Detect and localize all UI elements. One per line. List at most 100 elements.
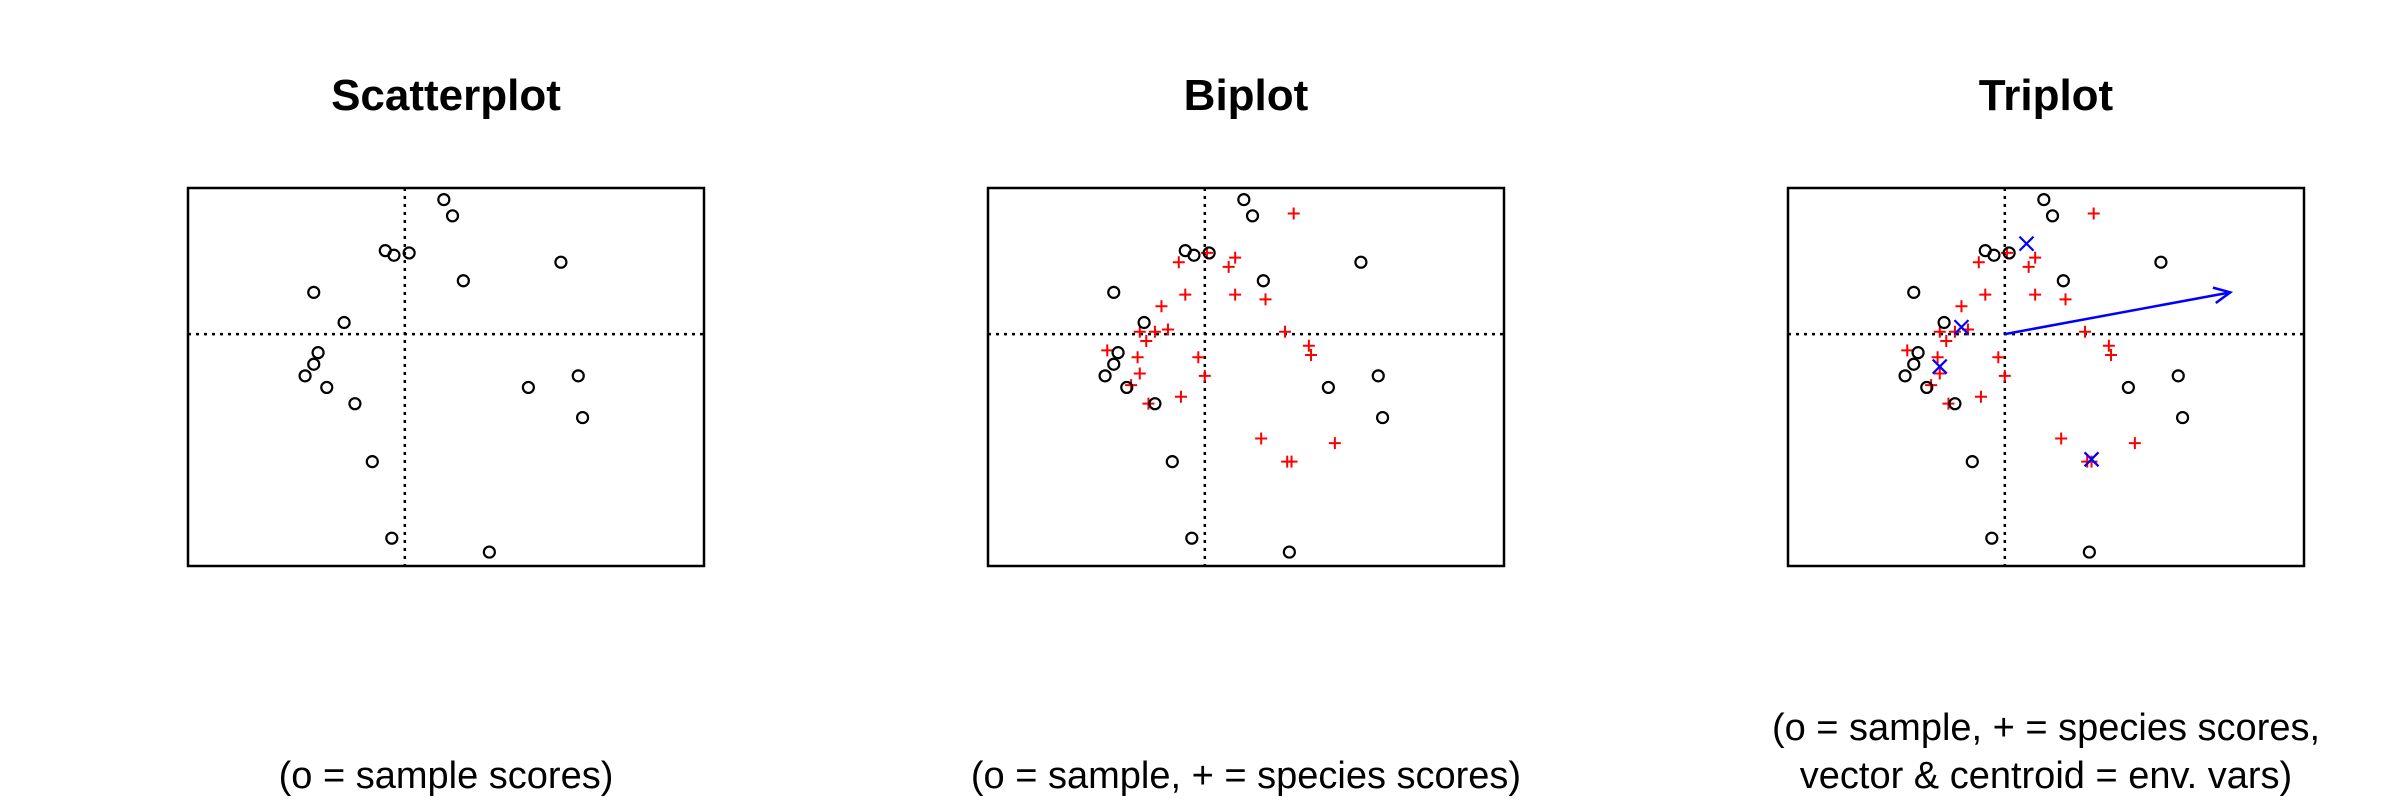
species-score-point — [2079, 325, 2092, 338]
sample-score-point — [365, 455, 379, 469]
sample-score-point — [2082, 545, 2096, 559]
sample-score-point — [1907, 357, 1921, 371]
sample-score-point — [1987, 248, 2001, 262]
panel-2-plot — [986, 186, 1506, 568]
plot-frame — [186, 186, 706, 568]
sample-score-point — [1187, 248, 1201, 262]
species-score-point — [1192, 351, 1205, 364]
species-score-point — [1933, 367, 1946, 380]
sample-score-point — [1148, 397, 1162, 411]
panel-3-caption-line-1: (o = sample, + = species scores, — [1772, 707, 2320, 749]
species-score-point — [2055, 432, 2068, 445]
species-score-point — [1955, 300, 1968, 313]
species-score-point — [1974, 390, 1987, 403]
sample-score-point — [1245, 209, 1260, 223]
species-score-point — [2022, 260, 2035, 273]
species-score-point — [1255, 432, 1268, 445]
sample-score-point — [1920, 380, 1934, 395]
sample-score-point — [320, 380, 334, 395]
sample-score-point — [311, 346, 325, 360]
species-score-point — [1161, 323, 1174, 336]
species-score-point — [1133, 367, 1146, 380]
panel-2-caption-line-1: (o = sample, + = species scores) — [971, 755, 1521, 797]
species-score-point — [1998, 369, 2011, 382]
sample-score-point — [307, 357, 321, 371]
sample-score-point — [1137, 315, 1151, 330]
panel-1-plot — [186, 186, 706, 568]
species-score-point — [2087, 207, 2100, 220]
sample-score-point — [1937, 315, 1951, 330]
sample-score-point — [1165, 455, 1179, 469]
species-score-point — [1279, 325, 1292, 338]
sample-score-point — [1120, 380, 1134, 395]
env-centroid-point — [2018, 235, 2035, 252]
species-score-point — [1101, 344, 1114, 357]
sample-score-point — [2175, 410, 2190, 425]
sample-score-point — [437, 192, 451, 207]
sample-score-point — [1911, 346, 1925, 360]
sample-score-point — [575, 410, 590, 425]
sample-score-point — [1185, 531, 1199, 545]
panel-1-caption-line-1: (o = sample scores) — [279, 755, 614, 797]
plot-frame — [986, 186, 1506, 568]
sample-score-point — [337, 315, 351, 330]
species-score-point — [2102, 339, 2115, 352]
sample-score-point — [387, 248, 401, 262]
species-score-point — [1133, 325, 1146, 338]
panel-3-plot — [1786, 186, 2306, 568]
species-score-point — [1174, 390, 1187, 403]
species-score-point — [1155, 300, 1168, 313]
sample-score-point — [1354, 255, 1368, 269]
species-score-point — [1931, 351, 1944, 364]
sample-score-point — [298, 369, 312, 383]
species-score-point — [1131, 351, 1144, 364]
env-centroid-point — [2083, 451, 2100, 468]
plot-frame — [1786, 186, 2306, 568]
sample-score-point — [1107, 357, 1121, 371]
sample-score-point — [1107, 285, 1121, 299]
sample-score-point — [348, 397, 362, 411]
species-score-point — [1259, 293, 1272, 306]
species-score-point — [1972, 256, 1985, 269]
species-score-point — [2128, 437, 2141, 450]
sample-score-point — [554, 255, 568, 269]
panel-3-title: Triplot — [1979, 71, 2114, 120]
species-score-point — [1305, 348, 1318, 361]
species-score-point — [1198, 369, 1211, 382]
env-centroid-point — [1953, 319, 1970, 335]
sample-score-point — [2171, 369, 2185, 383]
sample-score-point — [2121, 380, 2135, 395]
species-score-point — [1285, 455, 1298, 468]
sample-score-point — [1371, 369, 1385, 383]
species-score-point — [2029, 288, 2042, 301]
species-score-point — [1901, 344, 1914, 357]
sample-score-point — [1111, 346, 1125, 360]
sample-score-point — [1948, 397, 1962, 411]
species-score-point — [1287, 207, 1300, 220]
species-score-point — [2059, 293, 2072, 306]
sample-score-point — [1321, 380, 1335, 395]
species-score-point — [2105, 348, 2118, 361]
panel-3-caption-line-2: vector & centroid = env. vars) — [1800, 755, 2292, 797]
sample-score-point — [1985, 531, 1999, 545]
sample-score-point — [2154, 255, 2168, 269]
species-score-point — [1172, 256, 1185, 269]
species-score-point — [2085, 455, 2098, 468]
species-score-point — [1948, 325, 1961, 338]
sample-score-point — [307, 285, 321, 299]
panel-2-title: Biplot — [1184, 71, 1309, 120]
panel-1-title: Scatterplot — [331, 71, 561, 120]
species-score-point — [1229, 251, 1242, 264]
species-score-point — [1979, 288, 1992, 301]
sample-score-point — [1237, 192, 1251, 207]
sample-score-point — [1907, 285, 1921, 299]
species-score-point — [1140, 335, 1153, 348]
sample-score-point — [1202, 246, 1216, 260]
sample-score-point — [1898, 369, 1912, 383]
species-score-point — [1328, 437, 1341, 450]
species-score-point — [1940, 335, 1953, 348]
env-vector-arrowhead — [2212, 286, 2234, 305]
species-score-point — [1229, 288, 1242, 301]
sample-score-point — [2037, 192, 2051, 207]
sample-score-point — [402, 246, 416, 260]
